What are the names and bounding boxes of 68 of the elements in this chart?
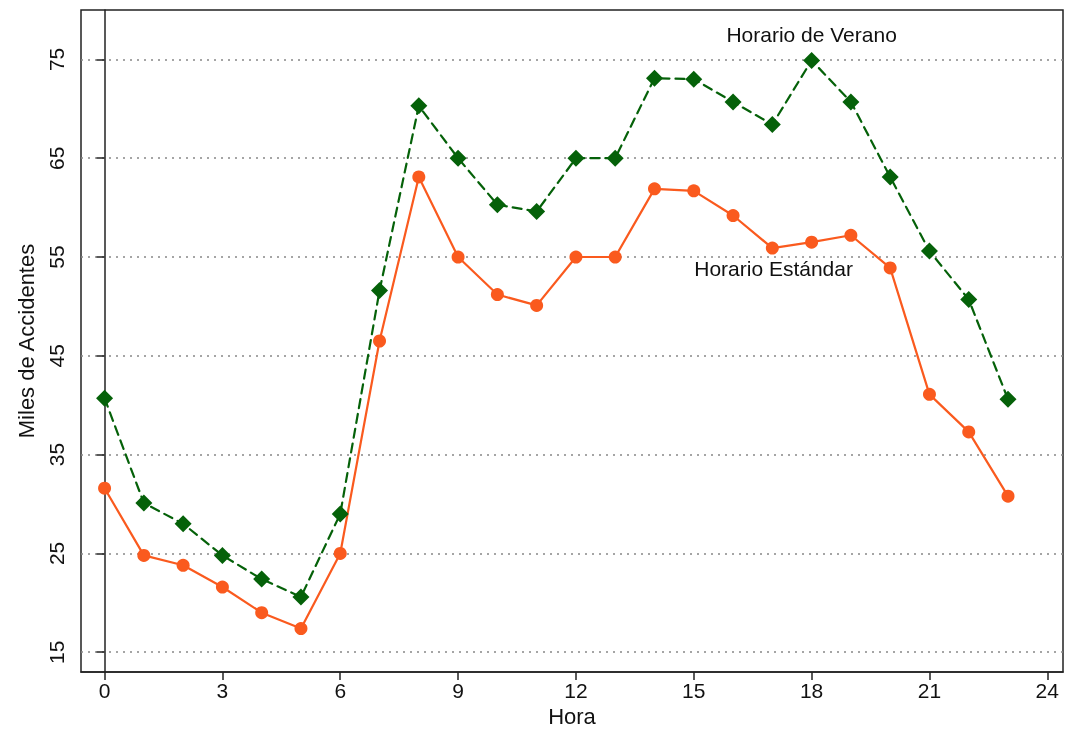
point — [881, 168, 899, 186]
point — [960, 291, 978, 308]
y-tick-label: 75 — [45, 47, 68, 72]
point — [96, 389, 114, 407]
point — [98, 481, 112, 495]
y-tick-label: 35 — [45, 442, 68, 467]
point — [488, 196, 506, 214]
point — [253, 570, 271, 588]
point — [412, 170, 426, 184]
x-axis-title: Hora — [548, 704, 597, 730]
y-tick-label: 55 — [45, 245, 68, 269]
point — [569, 250, 583, 264]
point — [1001, 489, 1015, 503]
point — [451, 250, 465, 264]
point — [294, 622, 308, 636]
x-tick-label: 21 — [917, 679, 942, 702]
y-tick-label: 45 — [45, 344, 68, 368]
point — [687, 184, 701, 198]
point — [844, 228, 858, 242]
point — [490, 288, 504, 302]
point — [648, 182, 661, 196]
x-tick-label: 9 — [452, 679, 464, 702]
point — [530, 298, 544, 312]
point — [922, 387, 936, 401]
x-tick-label: 24 — [1035, 679, 1060, 702]
point — [724, 93, 742, 111]
point — [567, 149, 585, 167]
point — [765, 241, 779, 255]
point — [805, 235, 819, 249]
x-tick-label: 15 — [682, 679, 706, 702]
point — [726, 209, 740, 223]
series-label: Horario de Verano — [726, 22, 897, 46]
point — [803, 51, 821, 69]
point — [373, 334, 387, 348]
point — [331, 505, 349, 523]
point — [255, 606, 269, 620]
y-axis-title: Miles de Accidentes — [13, 243, 39, 439]
point — [608, 250, 622, 264]
point — [333, 546, 347, 560]
point — [137, 548, 151, 562]
x-tick-label: 3 — [216, 679, 229, 702]
x-tick-label: 18 — [799, 679, 824, 702]
point — [176, 558, 190, 572]
point — [174, 515, 192, 533]
point — [528, 203, 546, 221]
point — [135, 494, 153, 512]
x-tick-label: 0 — [98, 679, 111, 702]
y-tick-label: 15 — [45, 640, 68, 664]
point — [215, 580, 229, 594]
point — [763, 116, 781, 134]
point — [449, 149, 467, 167]
x-tick-label: 6 — [334, 679, 347, 702]
x-tick-label: 12 — [564, 679, 588, 702]
point — [371, 282, 389, 300]
series-label: Horario Estándar — [694, 256, 853, 280]
point — [645, 69, 663, 87]
point — [920, 242, 938, 260]
point — [842, 93, 860, 111]
y-tick-label: 25 — [45, 541, 68, 566]
point — [292, 588, 310, 606]
point — [883, 261, 897, 275]
point — [410, 97, 428, 115]
point — [962, 425, 976, 439]
point — [213, 546, 231, 564]
point — [606, 149, 624, 167]
point — [685, 70, 703, 88]
y-tick-label: 65 — [45, 146, 68, 170]
point — [999, 390, 1017, 408]
